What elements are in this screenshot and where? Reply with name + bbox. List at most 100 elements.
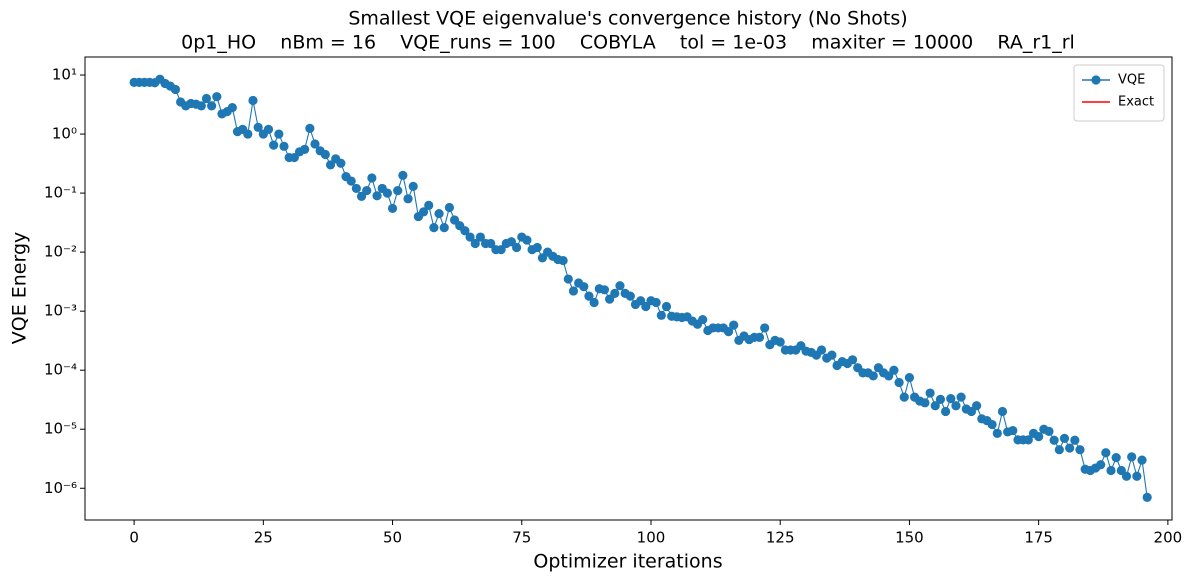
data-point xyxy=(434,208,444,219)
data-point xyxy=(625,291,635,301)
legend-marker xyxy=(1091,75,1101,85)
data-point xyxy=(754,332,765,342)
data-point xyxy=(305,123,315,133)
data-point xyxy=(274,129,284,139)
data-point xyxy=(935,394,946,405)
data-point xyxy=(656,310,666,320)
y-tick-label: 10⁰ xyxy=(52,125,77,143)
data-point xyxy=(816,345,827,355)
data-point xyxy=(408,181,418,191)
data-point xyxy=(336,158,346,168)
data-point xyxy=(661,301,672,312)
data-point xyxy=(279,141,289,151)
data-point xyxy=(920,398,930,408)
data-point xyxy=(1034,432,1044,442)
data-point xyxy=(568,286,579,296)
x-tick-label: 175 xyxy=(1024,529,1053,547)
data-point xyxy=(868,371,878,381)
data-point xyxy=(1111,453,1121,463)
data-point xyxy=(320,149,330,160)
y-tick-label: 10⁻⁶ xyxy=(44,479,77,497)
x-tick-label: 125 xyxy=(766,529,795,547)
data-point xyxy=(207,101,217,111)
y-tick-label: 10¹ xyxy=(52,66,77,84)
x-tick-label: 150 xyxy=(895,529,924,547)
data-point xyxy=(723,327,734,337)
data-point xyxy=(972,401,982,411)
y-tick-label: 10⁻⁵ xyxy=(44,420,77,438)
data-point xyxy=(760,323,770,333)
data-point xyxy=(930,401,940,411)
x-tick-label: 25 xyxy=(254,529,273,547)
data-point xyxy=(1065,443,1075,453)
data-point xyxy=(956,392,966,402)
data-point xyxy=(1008,425,1018,436)
data-point xyxy=(615,281,625,291)
data-point xyxy=(946,394,956,404)
y-tick-label: 10⁻³ xyxy=(44,302,77,320)
data-point xyxy=(1049,435,1059,445)
data-point xyxy=(1054,445,1064,455)
data-point xyxy=(201,93,212,104)
data-point xyxy=(398,170,408,180)
x-axis-label: Optimizer iterations xyxy=(533,551,722,573)
data-point xyxy=(558,255,568,266)
data-point xyxy=(925,388,935,398)
data-point xyxy=(1096,460,1106,470)
y-tick-label: 10⁻² xyxy=(44,243,77,261)
data-point xyxy=(1023,435,1033,445)
chart-title: Smallest VQE eigenvalue's convergence hi… xyxy=(348,8,907,30)
data-point xyxy=(269,140,279,150)
data-point xyxy=(532,242,542,253)
data-point xyxy=(899,392,909,402)
data-point xyxy=(253,122,263,132)
data-point xyxy=(393,186,403,196)
data-point xyxy=(1127,452,1137,462)
chart-subtitle: 0p1_HO nBm = 16 VQE_runs = 100 COBYLA to… xyxy=(181,32,1075,54)
data-point xyxy=(418,207,429,217)
data-point xyxy=(243,129,253,139)
data-point xyxy=(486,238,496,249)
data-point xyxy=(424,200,434,210)
data-point xyxy=(584,291,594,301)
data-point xyxy=(827,350,837,360)
data-point xyxy=(589,297,599,308)
data-point xyxy=(496,245,506,255)
data-point xyxy=(227,103,237,113)
plot-frame xyxy=(84,56,1173,521)
legend-label: VQE xyxy=(1118,73,1145,88)
data-point xyxy=(894,377,904,388)
data-point xyxy=(563,274,573,284)
data-point xyxy=(310,139,320,149)
data-point xyxy=(522,235,532,245)
x-tick-label: 100 xyxy=(637,529,666,547)
data-point xyxy=(382,188,392,198)
data-point xyxy=(470,238,480,249)
data-point xyxy=(511,242,522,253)
data-point xyxy=(367,173,377,183)
data-point xyxy=(351,183,361,194)
data-point xyxy=(997,406,1008,417)
data-point xyxy=(1101,448,1111,458)
data-point xyxy=(196,101,206,111)
data-point xyxy=(1132,471,1142,481)
data-point xyxy=(1059,433,1070,443)
data-point xyxy=(387,203,398,214)
data-point xyxy=(941,406,951,417)
data-point xyxy=(1142,492,1152,503)
y-tick-label: 10⁻¹ xyxy=(44,184,77,202)
data-point xyxy=(372,191,382,201)
legend-label: Exact xyxy=(1118,95,1154,110)
data-point xyxy=(729,320,739,330)
x-tick-label: 200 xyxy=(1154,529,1183,547)
data-point xyxy=(599,285,610,295)
data-point xyxy=(1070,435,1080,445)
data-point xyxy=(1137,455,1147,465)
data-point xyxy=(429,223,439,233)
data-point xyxy=(1106,465,1116,476)
data-point xyxy=(444,202,455,213)
data-point xyxy=(212,92,222,102)
y-tick-label: 10⁻⁴ xyxy=(44,361,77,379)
data-point xyxy=(475,232,486,242)
